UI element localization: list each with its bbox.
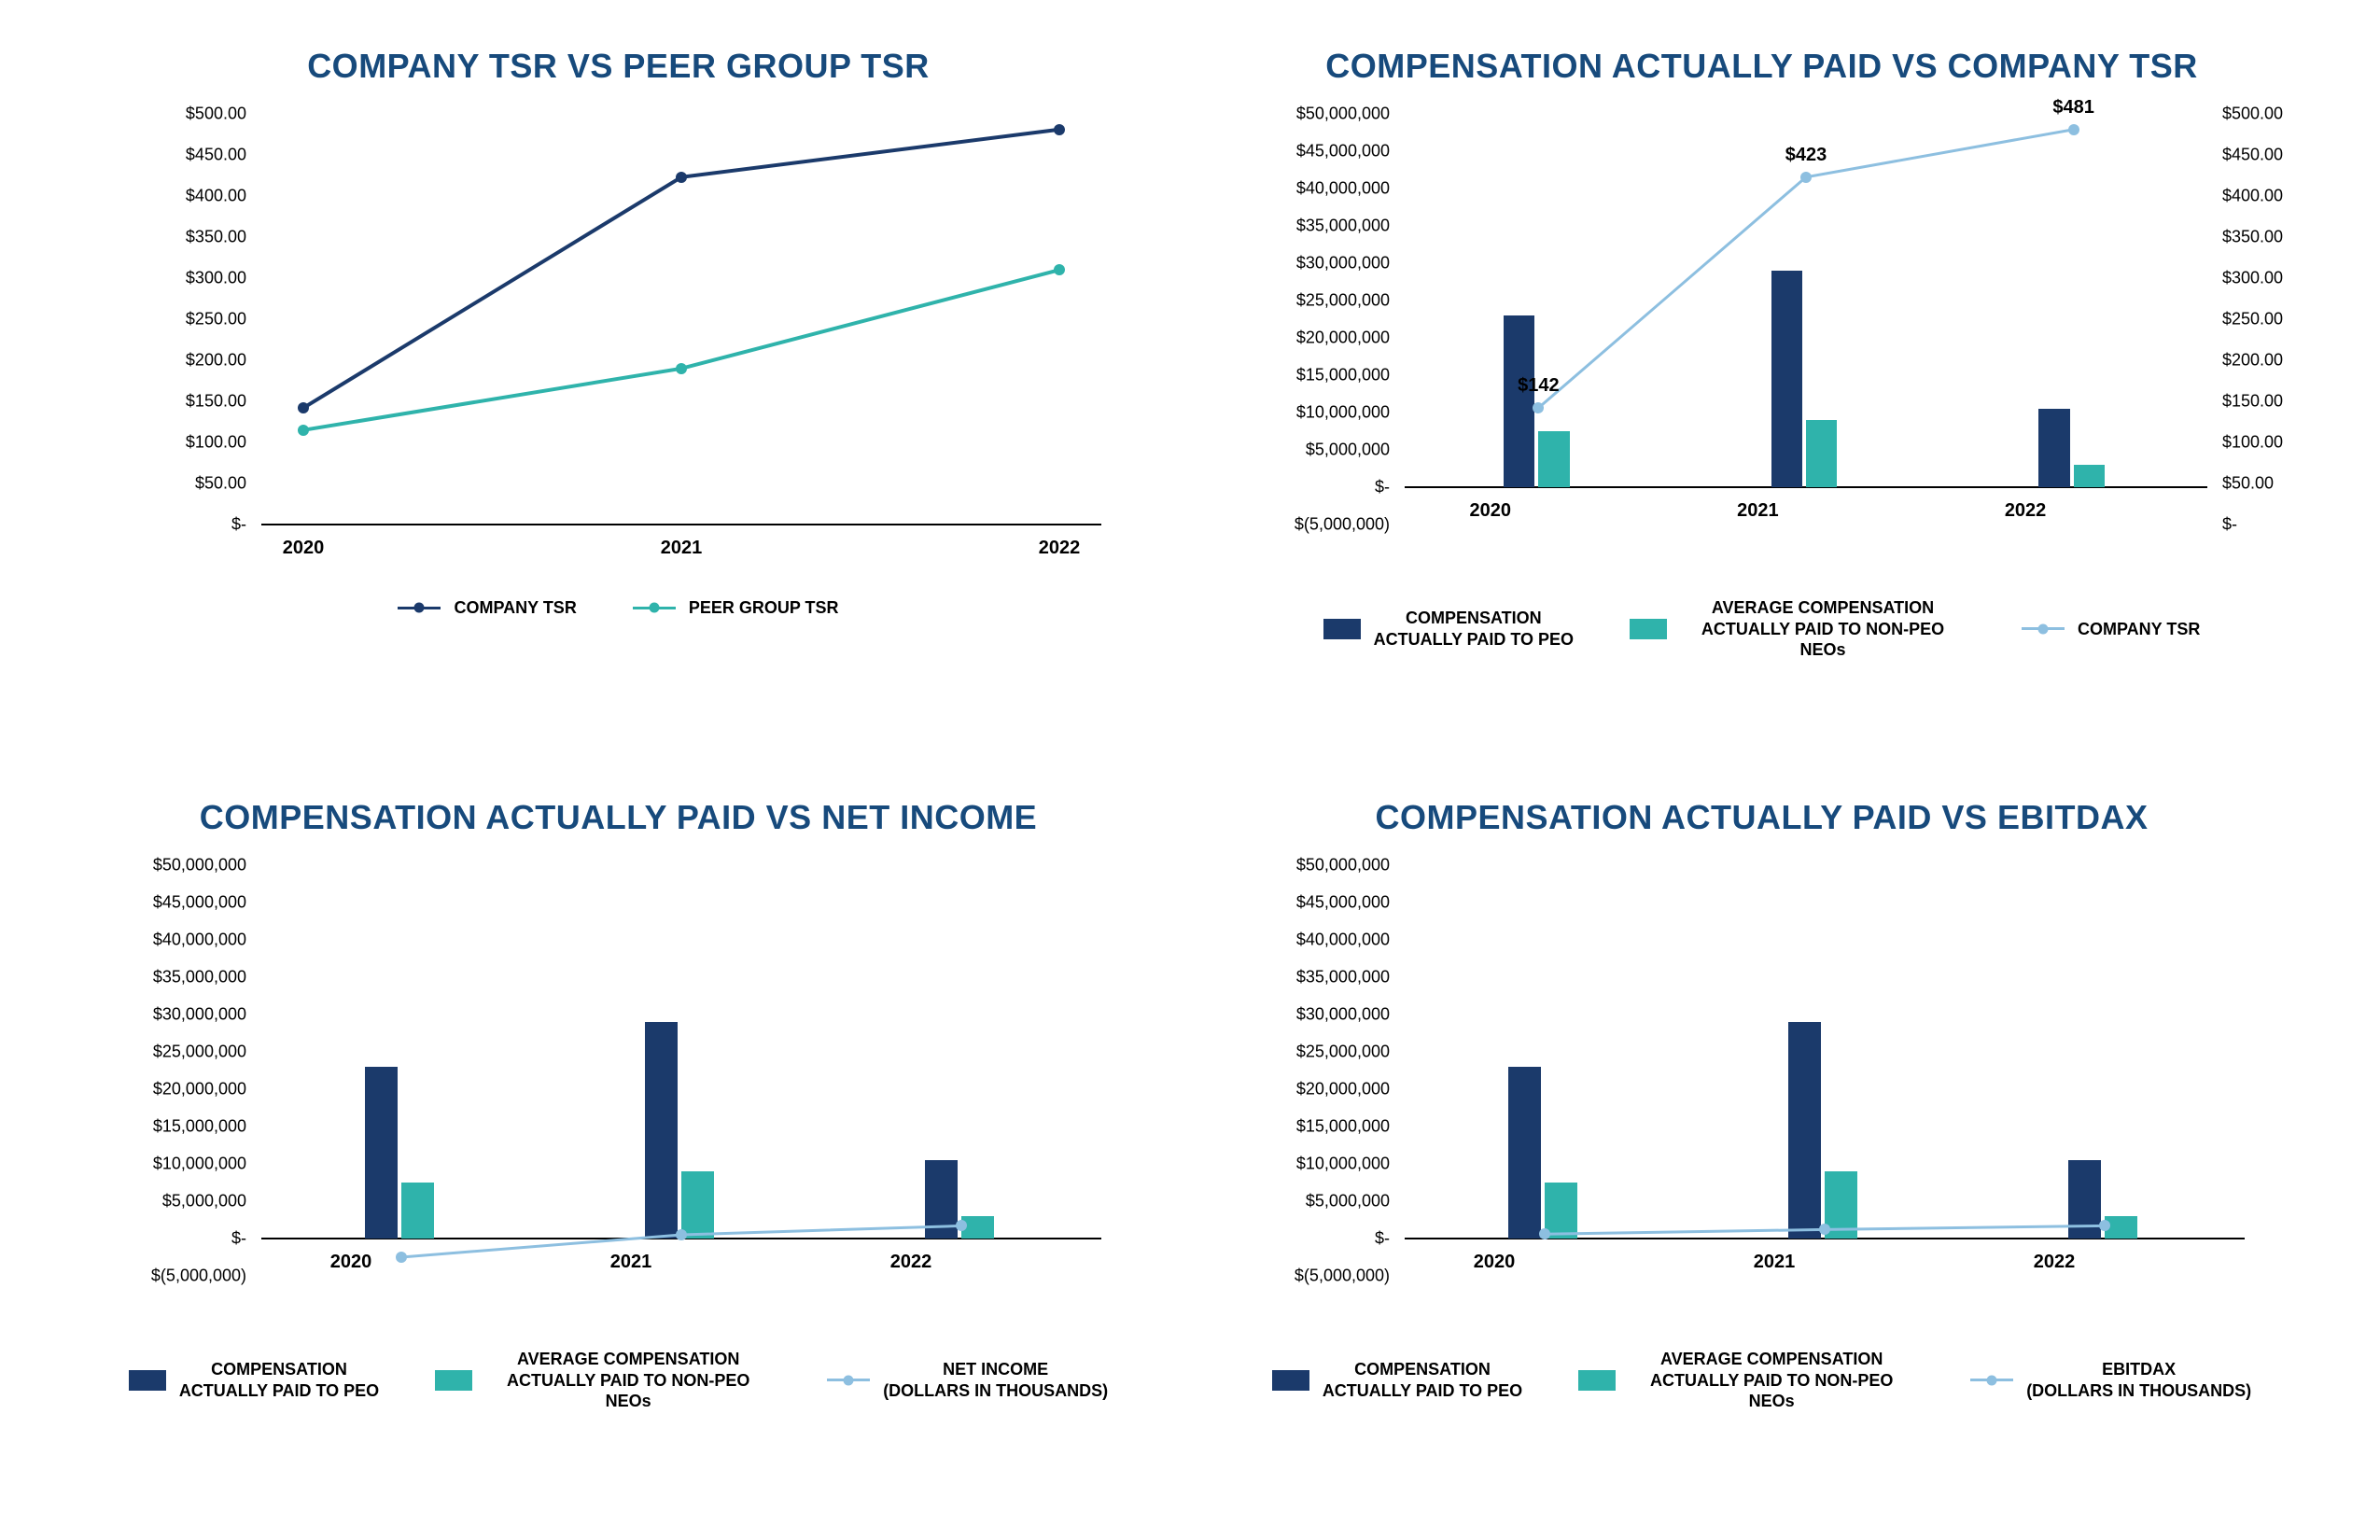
data-label: $142 [1518, 375, 1560, 397]
legend-label: COMPENSATIONACTUALLY PAID TO PEO [1323, 1359, 1522, 1401]
legend-item: AVERAGE COMPENSATIONACTUALLY PAID TO NON… [435, 1349, 771, 1412]
line-marker [2068, 124, 2079, 135]
chart-legend: COMPENSATIONACTUALLY PAID TO PEO AVERAGE … [1218, 1349, 2305, 1412]
legend-swatch-line [827, 1379, 870, 1381]
chart-title: COMPENSATION ACTUALLY PAID VS NET INCOME [75, 798, 1162, 837]
legend-item: COMPANY TSR [398, 597, 576, 619]
legend-label: AVERAGE COMPENSATIONACTUALLY PAID TO NON… [1629, 1349, 1914, 1412]
legend-label: PEER GROUP TSR [689, 597, 839, 619]
line-marker [956, 1220, 967, 1231]
legend-item: COMPANY TSR [2022, 597, 2200, 661]
legend-swatch-box [129, 1370, 166, 1391]
legend-label: COMPANY TSR [454, 597, 576, 619]
chart-plot: $(5,000,000)$-$5,000,000$10,000,000$15,0… [1218, 95, 2305, 581]
line-marker [1800, 172, 1812, 183]
series-line [1218, 847, 2305, 1332]
chart-plot: $-$50.00$100.00$150.00$200.00$250.00$300… [75, 95, 1162, 581]
chart-legend: COMPENSATIONACTUALLY PAID TO PEO AVERAGE … [75, 1349, 1162, 1412]
chart-title: COMPENSATION ACTUALLY PAID VS EBITDAX [1218, 798, 2305, 837]
legend-swatch-box [1578, 1370, 1616, 1391]
panel-tsr-vs-peer: COMPANY TSR VS PEER GROUP TSR $-$50.00$1… [75, 37, 1162, 751]
line-marker [298, 425, 309, 436]
legend-item: COMPENSATIONACTUALLY PAID TO PEO [129, 1349, 379, 1412]
chart-title: COMPANY TSR VS PEER GROUP TSR [75, 47, 1162, 86]
data-label: $481 [2052, 97, 2094, 119]
series-line [1218, 95, 2305, 581]
legend-swatch-box [435, 1370, 472, 1391]
page: COMPANY TSR VS PEER GROUP TSR $-$50.00$1… [0, 0, 2380, 1540]
line-marker [676, 1229, 687, 1240]
chart-legend: COMPANY TSR PEER GROUP TSR [75, 597, 1162, 619]
chart-title: COMPENSATION ACTUALLY PAID VS COMPANY TS… [1218, 47, 2305, 86]
chart-legend: COMPENSATIONACTUALLY PAID TO PEO AVERAGE … [1218, 597, 2305, 661]
legend-label: COMPANY TSR [2078, 619, 2200, 640]
legend-item: COMPENSATIONACTUALLY PAID TO PEO [1272, 1349, 1522, 1412]
chart-plot: $(5,000,000)$-$5,000,000$10,000,000$15,0… [1218, 847, 2305, 1332]
line-marker [2099, 1220, 2110, 1231]
line-marker [396, 1252, 407, 1263]
legend-swatch-line [633, 607, 676, 609]
data-label: $423 [1785, 145, 1827, 166]
line-marker [1819, 1224, 1830, 1235]
panel-cap-vs-netincome: COMPENSATION ACTUALLY PAID VS NET INCOME… [75, 789, 1162, 1503]
line-marker [1539, 1228, 1550, 1239]
legend-item: NET INCOME(DOLLARS IN THOUSANDS) [827, 1349, 1108, 1412]
panel-cap-vs-tsr: COMPENSATION ACTUALLY PAID VS COMPANY TS… [1218, 37, 2305, 751]
legend-swatch-box [1630, 619, 1667, 639]
legend-item: PEER GROUP TSR [633, 597, 839, 619]
legend-label: COMPENSATIONACTUALLY PAID TO PEO [179, 1359, 379, 1401]
legend-item: AVERAGE COMPENSATIONACTUALLY PAID TO NON… [1630, 597, 1966, 661]
line-marker [676, 363, 687, 374]
line-marker [1533, 402, 1544, 413]
legend-swatch-box [1272, 1370, 1309, 1391]
legend-swatch-line [2022, 627, 2065, 630]
panel-cap-vs-ebitdax: COMPENSATION ACTUALLY PAID VS EBITDAX $(… [1218, 789, 2305, 1503]
line-marker [1054, 264, 1065, 275]
legend-swatch-box [1323, 619, 1361, 639]
legend-label: NET INCOME(DOLLARS IN THOUSANDS) [883, 1359, 1108, 1401]
series-line [75, 847, 1162, 1332]
legend-label: AVERAGE COMPENSATIONACTUALLY PAID TO NON… [1680, 597, 1966, 661]
legend-item: EBITDAX(DOLLARS IN THOUSANDS) [1970, 1349, 2251, 1412]
chart-plot: $(5,000,000)$-$5,000,000$10,000,000$15,0… [75, 847, 1162, 1332]
legend-item: AVERAGE COMPENSATIONACTUALLY PAID TO NON… [1578, 1349, 1914, 1412]
legend-item: COMPENSATIONACTUALLY PAID TO PEO [1323, 597, 1574, 661]
legend-swatch-line [1970, 1379, 2013, 1381]
series-line [75, 95, 1162, 581]
legend-label: AVERAGE COMPENSATIONACTUALLY PAID TO NON… [485, 1349, 771, 1412]
legend-swatch-line [398, 607, 441, 609]
legend-label: COMPENSATIONACTUALLY PAID TO PEO [1374, 608, 1574, 650]
legend-label: EBITDAX(DOLLARS IN THOUSANDS) [2026, 1359, 2251, 1401]
